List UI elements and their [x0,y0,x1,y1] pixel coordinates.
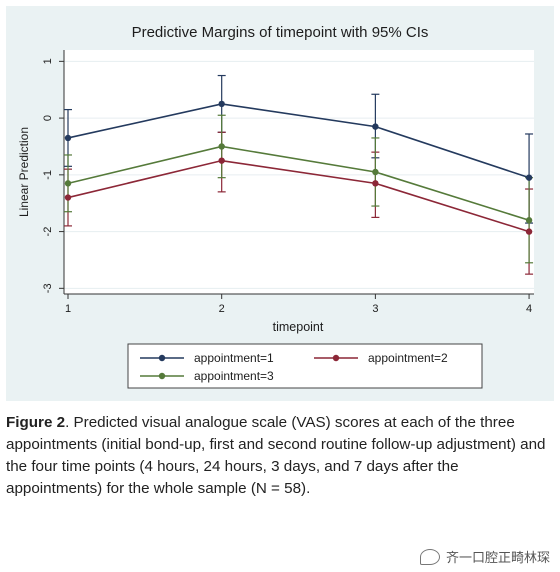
data-point [525,228,533,235]
chart-panel: Predictive Margins of timepoint with 95%… [6,6,554,401]
legend-swatch-marker [158,372,166,380]
grid-lines [64,60,534,289]
series-line [67,103,530,179]
watermark-text: 齐一口腔正畸林琛 [445,550,550,565]
series-line [67,159,530,233]
watermark: 齐一口腔正畸林琛 [419,547,550,566]
data-point [218,100,225,108]
series-lines [67,103,530,233]
data-point [218,157,225,164]
y-tick-label: 1 [42,58,54,64]
y-tick-label: 0 [42,115,54,121]
x-tick-label: 3 [372,303,378,315]
x-tick-label: 1 [65,303,71,315]
data-point [64,134,72,142]
legend-box [127,343,483,389]
y-tick-label: -1 [42,170,54,180]
x-tick-label: 2 [219,303,225,315]
data-points [64,100,533,235]
data-point [64,180,72,187]
data-point [372,168,379,176]
legend-swatch-marker [158,354,166,362]
figure-caption: Figure 2. Predicted visual analogue scal… [6,412,554,500]
wechat-icon [419,548,440,565]
y-tick-label: -2 [42,227,54,237]
x-axis-label: timepoint [273,320,324,334]
axes: 1 0 -1 -2 -3 1 2 3 4 [42,50,534,315]
data-point [218,143,225,150]
chart-title: Predictive Margins of timepoint with 95%… [132,24,429,41]
figure-label: Figure 2 [6,414,66,431]
caption-text: . Predicted visual analogue scale (VAS) … [6,414,546,497]
legend-label: appointment=3 [194,369,274,383]
data-point [372,123,379,130]
legend-swatch-marker [332,354,340,362]
series-line [67,145,530,221]
legend: appointment=1 appointment=2 appointment=3 [127,343,483,389]
y-axis-label: Linear Prediction [17,127,31,217]
data-point [525,217,533,224]
x-tick-label: 4 [526,303,532,315]
legend-label: appointment=1 [194,351,274,365]
y-tick-label: -3 [42,283,54,293]
legend-label: appointment=2 [368,351,448,365]
data-point [64,194,72,201]
data-point [372,180,379,187]
predictive-margins-chart: Predictive Margins of timepoint with 95%… [17,24,534,389]
data-point [525,174,533,181]
